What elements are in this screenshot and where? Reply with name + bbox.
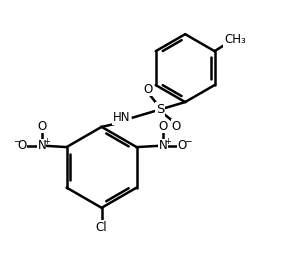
Text: O: O [18,139,27,152]
Text: −: − [13,137,21,146]
Text: CH₃: CH₃ [224,33,246,46]
Text: HN: HN [113,111,130,124]
Text: O: O [158,120,167,133]
Text: N: N [158,139,167,152]
Text: O: O [178,139,187,152]
Text: S: S [156,103,164,116]
Text: O: O [172,120,181,133]
Text: Cl: Cl [96,221,107,234]
Text: +: + [43,137,50,146]
Text: +: + [164,137,171,146]
Text: N: N [37,139,46,152]
Text: O: O [37,120,46,133]
Text: O: O [144,83,153,96]
Text: −: − [184,137,191,146]
